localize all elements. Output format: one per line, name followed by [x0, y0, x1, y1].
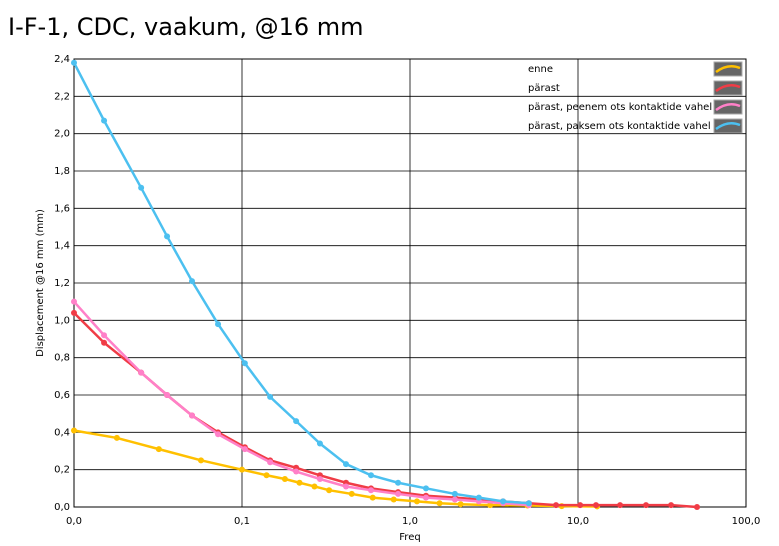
- data-point: [164, 392, 171, 398]
- data-point: [577, 502, 584, 509]
- data-point: [71, 309, 77, 316]
- data-point: [293, 468, 300, 475]
- legend-swatch-line: [715, 64, 741, 74]
- data-point: [457, 501, 464, 508]
- data-point: [500, 498, 507, 505]
- data-point: [281, 476, 288, 482]
- data-point: [643, 502, 650, 509]
- data-point: [164, 233, 171, 240]
- legend-label: pärast: [528, 83, 560, 94]
- data-point: [553, 502, 560, 509]
- data-point: [155, 446, 162, 453]
- data-point: [422, 494, 429, 501]
- legend-label: pärast, paksem ots kontaktide vahel: [528, 121, 711, 132]
- data-point: [422, 485, 429, 492]
- data-point: [138, 184, 145, 191]
- data-point: [368, 487, 375, 494]
- y-tick-label: 0,4: [54, 427, 70, 438]
- series-line: [73, 300, 529, 507]
- y-axis-label: Displacement @16 mm (mm): [35, 209, 46, 357]
- data-point: [343, 483, 350, 490]
- data-point: [593, 502, 600, 509]
- data-point: [101, 332, 108, 339]
- data-point: [413, 498, 420, 505]
- data-point: [475, 494, 482, 501]
- chart-title: I-F-1, CDC, vaakum, @16 mm: [8, 13, 364, 41]
- legend-label: pärast, peenem ots kontaktide vahel: [528, 102, 712, 113]
- data-point: [348, 490, 355, 497]
- data-point: [451, 490, 458, 497]
- y-tick-label: 0,2: [54, 465, 70, 476]
- series-line: [72, 62, 529, 505]
- y-tick-label: 1,8: [54, 166, 70, 177]
- data-point: [668, 502, 675, 509]
- data-point: [215, 321, 222, 328]
- data-point: [390, 496, 397, 503]
- legend-swatch-line: [715, 121, 741, 131]
- data-point: [436, 500, 443, 507]
- data-point: [138, 369, 145, 376]
- y-tick-label: 2,2: [54, 91, 70, 102]
- y-tick-label: 1,2: [54, 278, 70, 289]
- data-point: [617, 502, 624, 509]
- y-tick-label: 2,0: [54, 129, 70, 140]
- x-tick-label: 0,0: [66, 516, 82, 527]
- x-tick-label: 10,0: [567, 516, 589, 527]
- data-point: [368, 472, 375, 479]
- data-point: [525, 500, 532, 507]
- y-tick-label: 0,8: [54, 353, 70, 364]
- data-point: [267, 459, 274, 466]
- data-point: [239, 466, 245, 473]
- data-point: [241, 360, 248, 367]
- data-point: [369, 494, 376, 501]
- series-line: [73, 429, 598, 508]
- data-point: [326, 487, 333, 494]
- data-point: [395, 490, 402, 497]
- data-point: [395, 479, 402, 486]
- data-point: [189, 278, 196, 285]
- legend-label: enne: [528, 64, 553, 75]
- data-point: [316, 440, 323, 447]
- legend-swatch-line: [715, 83, 741, 93]
- legend-swatch-line: [715, 102, 741, 112]
- data-point: [113, 434, 120, 441]
- y-tick-label: 1,6: [54, 203, 70, 214]
- data-point: [267, 393, 274, 400]
- data-point: [316, 476, 323, 482]
- x-tick-label: 0,1: [234, 516, 250, 527]
- data-point: [293, 418, 300, 425]
- y-tick-label: 1,0: [54, 315, 70, 326]
- y-tick-label: 2,4: [54, 54, 70, 65]
- data-point: [694, 504, 701, 510]
- x-tick-label: 100,0: [732, 516, 761, 527]
- data-point: [296, 479, 303, 486]
- y-tick-label: 0,6: [54, 390, 70, 401]
- data-point: [197, 457, 204, 464]
- data-point: [311, 483, 318, 490]
- data-point: [101, 339, 108, 346]
- data-point: [343, 461, 350, 468]
- y-tick-label: 1,4: [54, 241, 70, 252]
- data-point: [241, 446, 248, 453]
- y-tick-label: 0,0: [54, 502, 70, 513]
- data-point: [71, 427, 77, 434]
- data-point: [451, 496, 458, 503]
- data-point: [215, 431, 222, 438]
- x-tick-label: 1,0: [402, 516, 418, 527]
- data-point: [263, 472, 270, 479]
- data-point: [71, 298, 77, 305]
- data-point: [189, 412, 196, 419]
- data-point: [71, 59, 77, 66]
- data-point: [101, 117, 108, 124]
- x-axis-label: Freq: [399, 532, 420, 543]
